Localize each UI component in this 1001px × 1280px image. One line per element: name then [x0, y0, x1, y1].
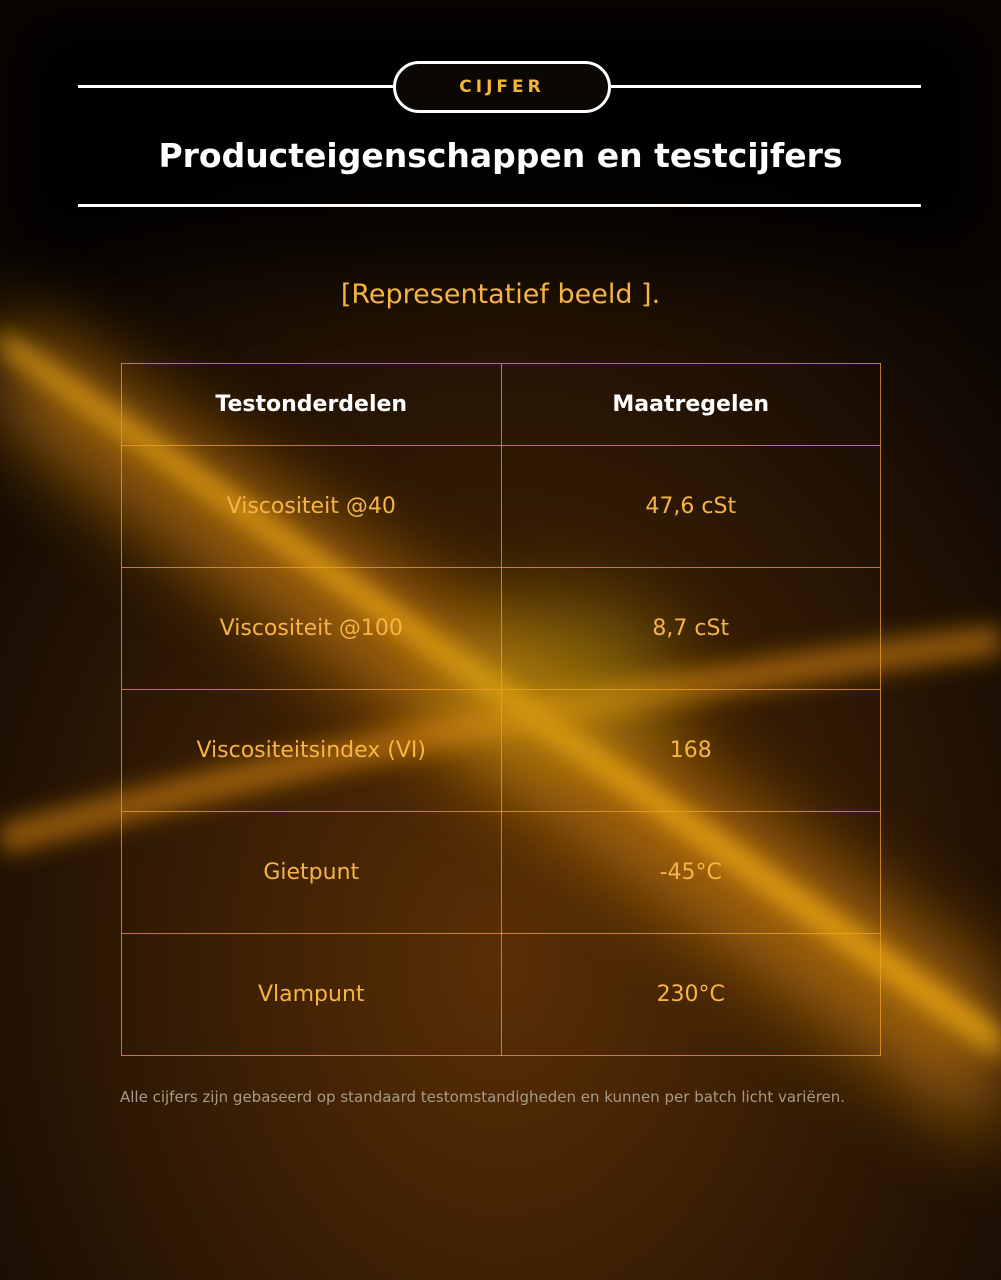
table-cell: Viscositeit @100: [121, 567, 502, 690]
header-row: Testonderdelen Maatregelen: [121, 363, 881, 446]
spec-table: Testonderdelen Maatregelen Viscositeit @40…: [121, 363, 881, 1056]
table-cell: Gietpunt: [121, 811, 502, 934]
table-cell: Vlampunt: [121, 933, 502, 1056]
table-cell: -45°C: [500, 811, 881, 934]
title: Producteigenschappen en testcijfers: [158, 136, 843, 175]
table-cell: Viscositeit @40: [121, 445, 502, 568]
table-cell: 8,7 cSt: [500, 567, 881, 690]
title-rule: [78, 204, 921, 207]
table-row: Viscositeit @40 47,6 cSt: [121, 445, 881, 568]
table-row: Viscositeitsindex (VI) 168: [121, 689, 881, 812]
table-row: Viscositeit @100 8,7 cSt: [121, 567, 881, 690]
table-cell: 230°C: [500, 933, 881, 1056]
table-cell: Viscositeitsindex (VI): [121, 689, 502, 812]
badge: CIJFER: [393, 61, 611, 113]
table-row: Vlampunt 230°C: [121, 933, 881, 1056]
table-row: Gietpunt -45°C: [121, 811, 881, 934]
column-header: Testonderdelen: [121, 363, 502, 446]
table-body: Viscositeit @40 47,6 cSt Viscositeit @100 8…: [121, 445, 881, 1056]
column-header: Maatregelen: [500, 363, 881, 446]
footnote: Alle cijfers zijn gebaseerd op standaard…: [120, 1088, 846, 1106]
table-cell: 47,6 cSt: [500, 445, 881, 568]
subtitle: [Representatief beeld ].: [340, 279, 661, 310]
table-cell: 168: [500, 689, 881, 812]
